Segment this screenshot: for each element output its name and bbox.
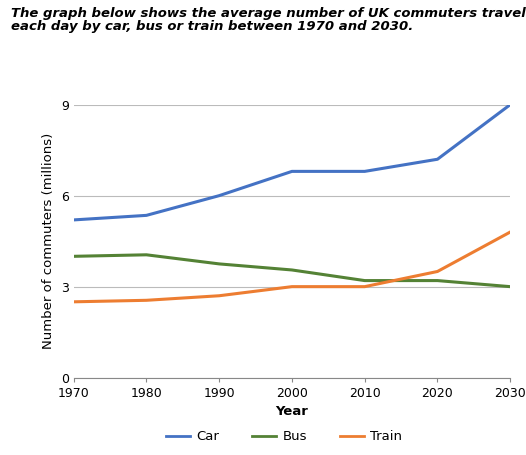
Text: each day by car, bus or train between 1970 and 2030.: each day by car, bus or train between 19… (11, 20, 413, 34)
Legend: Car, Bus, Train: Car, Bus, Train (160, 425, 408, 449)
Y-axis label: Number of commuters (millions): Number of commuters (millions) (42, 133, 55, 349)
Text: The graph below shows the average number of UK commuters travelling: The graph below shows the average number… (11, 7, 526, 20)
X-axis label: Year: Year (276, 405, 308, 418)
